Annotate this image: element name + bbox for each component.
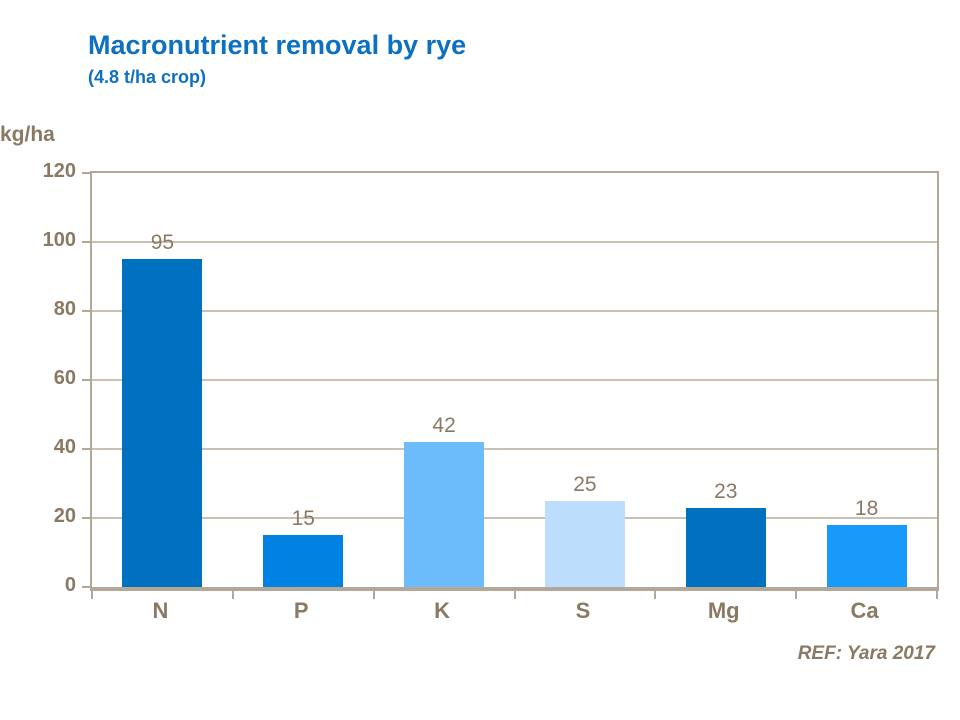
x-axis-label-P: P [293,598,309,623]
x-axis-tick-mark [231,591,234,599]
x-axis-tick-mark [372,591,375,599]
y-axis-tick-label: 40 [53,436,76,459]
reference-text: REF: Yara 2017 [797,643,935,664]
gridline-80 [92,310,937,313]
bar-Mg [685,507,766,587]
bar-P [263,535,344,587]
y-axis-tick-label: 20 [53,505,76,528]
x-axis-labels: N P K S Mg Ca [90,598,935,630]
y-axis-tick-label: 60 [53,367,76,389]
y-axis-tick-mark [82,379,92,381]
y-axis-tick-mark [82,310,92,313]
y-axis-tick-mark [82,172,92,174]
x-axis-tick-mark [654,591,657,599]
y-axis-tick-label: 120 [42,160,76,182]
gridline-100 [92,241,937,243]
bar-value-label-S: 25 [573,472,597,496]
x-axis-tick-mark [91,591,93,599]
bar-K [404,442,485,587]
y-axis-tick-label: 100 [42,229,76,251]
x-axis-tick-mark [936,591,938,599]
x-axis-label-K: K [434,598,451,623]
y-axis-tick-labels: 0 20 40 60 80 100 120 [0,161,76,595]
y-axis-tick-mark [82,517,92,520]
bar-S [544,500,625,587]
plot-area: 95 15 42 25 23 18 [82,171,939,599]
bar-value-label-N: 95 [150,231,175,255]
bar-value-label-Mg: 23 [714,479,738,503]
bar-value-label-P: 15 [291,507,315,531]
gridline-20 [92,517,937,520]
x-axis-label-Mg: Mg [707,598,740,623]
gridline-60 [92,379,937,381]
x-axis-tick-mark [513,591,516,599]
gridline-40 [92,448,937,451]
y-axis-tick-label: 80 [53,298,76,321]
y-axis-tick-label: 0 [64,574,76,596]
chart-title: Macronutrient removal by rye [88,30,467,60]
x-axis-tick-mark [795,591,798,599]
bar-value-label-Ca: 18 [854,496,879,520]
bar-value-label-K: 42 [432,414,456,438]
x-axis-label-S: S [575,598,591,623]
y-axis-tick-mark [82,448,92,451]
y-axis-unit-label: kg/ha [0,123,55,146]
bar-N [122,259,203,587]
x-axis-label-N: N [152,598,169,623]
bar-Ca [826,524,907,587]
chart-subtitle: (4.8 t/ha crop) [88,67,207,87]
x-axis-label-Ca: Ca [850,598,879,623]
y-axis-tick-mark [82,586,92,588]
y-axis-tick-mark [82,241,92,243]
